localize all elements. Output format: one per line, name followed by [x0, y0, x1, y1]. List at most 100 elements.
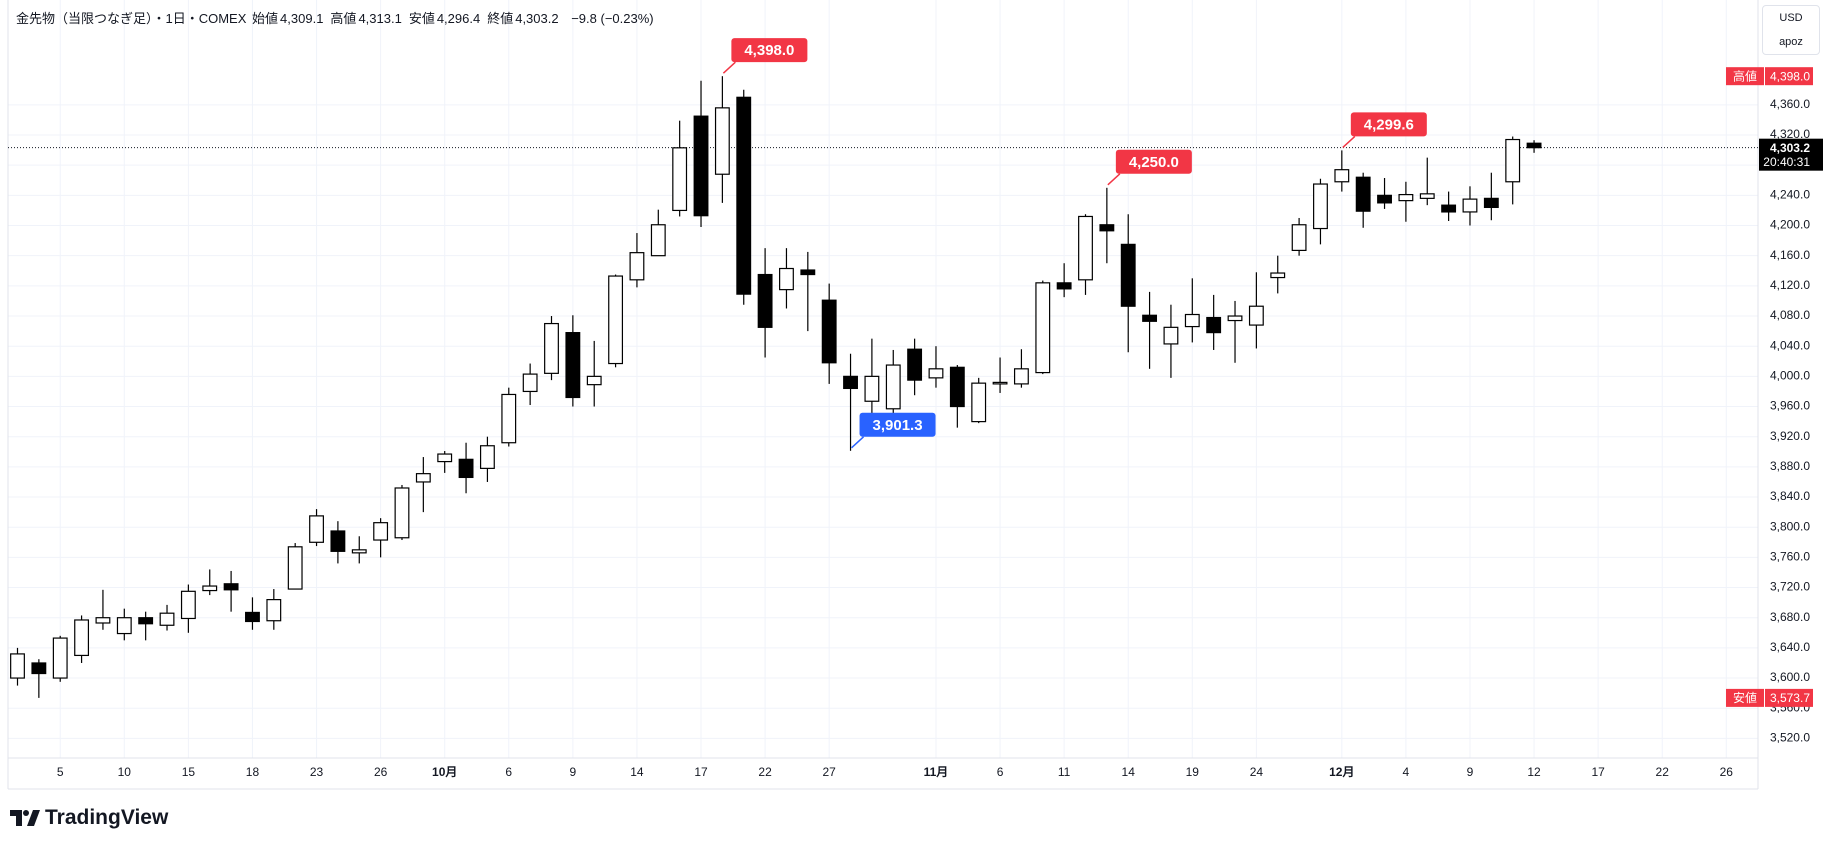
candle-body-up [672, 147, 688, 212]
currency[interactable]: USD [1779, 12, 1803, 24]
candle-body-down [1441, 204, 1457, 213]
callout-label: 4,250.0 [1129, 154, 1179, 171]
range-tag-value: 3,573.7 [1770, 691, 1810, 705]
x-tick-label: 27 [823, 765, 837, 779]
candle-body-up [202, 585, 218, 592]
y-tick-label: 4,160.0 [1770, 248, 1810, 262]
y-tick-label: 4,360.0 [1770, 97, 1810, 111]
x-tick-label: 9 [570, 765, 577, 779]
candle-body-up [1505, 138, 1521, 183]
y-tick-label: 4,120.0 [1770, 278, 1810, 292]
scale-box[interactable]: USD apoz [1762, 5, 1820, 55]
candle-body-up [1398, 193, 1414, 202]
candle-body-up [10, 653, 25, 679]
chart-header: 金先物（当限つなぎ足）・1日・COMEX 始値 4,309.1 高値 4,313.1 安… [16, 8, 656, 27]
callout-label: 4,299.6 [1364, 116, 1414, 133]
candle-body-up [351, 549, 367, 554]
x-tick-label: 9 [1467, 765, 1474, 779]
candle-body-up [864, 375, 880, 402]
x-tick-label: 6 [505, 765, 512, 779]
x-tick-label: 26 [374, 765, 388, 779]
y-tick-label: 3,760.0 [1770, 550, 1810, 564]
candle-body-up [928, 368, 944, 379]
candle-body-up [586, 375, 602, 386]
range-tag-label-box [1726, 67, 1764, 86]
candle-body-up [1270, 272, 1286, 279]
candle-body-up [629, 252, 645, 281]
y-tick-label: 4,240.0 [1770, 188, 1810, 202]
legend-label: 終値 [487, 11, 514, 26]
candle-body-up [522, 373, 538, 393]
change: −9.8 (−0.23%) [571, 11, 654, 26]
candle-body-up [1313, 183, 1328, 230]
candle-body-down [31, 662, 47, 675]
x-tick-label: 10 [118, 765, 132, 779]
callout-box [1350, 112, 1427, 137]
legend-value: 4,313.1 [358, 11, 402, 26]
candle-body-up [714, 107, 730, 175]
callout-pointer [1342, 135, 1356, 148]
x-tick-label: 14 [1122, 765, 1136, 779]
y-tick-label: 3,840.0 [1770, 489, 1810, 503]
range-tag-value-box [1765, 67, 1813, 86]
chart-title: 金先物（当限つなぎ足）・1日・COMEX [16, 11, 247, 26]
y-tick-label: 4,000.0 [1770, 369, 1810, 383]
candle-body-up [1013, 368, 1029, 385]
candle-body-up [779, 267, 794, 291]
candle-body-up [116, 617, 132, 635]
candle-body-up [1227, 315, 1243, 322]
candle-body-down [800, 269, 816, 276]
candle-body-up [1035, 282, 1051, 374]
scale-mode[interactable]: apoz [1779, 36, 1803, 48]
candle-body-up [544, 322, 559, 374]
legend-label: 安値 [408, 11, 435, 26]
y-tick-label: 4,040.0 [1770, 338, 1810, 352]
candle-body-down [1056, 282, 1072, 290]
candle-body-up [1163, 326, 1179, 345]
y-tick-label: 4,080.0 [1770, 308, 1810, 322]
candle-body-down [821, 299, 837, 364]
last-price-tag [1759, 138, 1823, 171]
x-tick-label: 17 [1591, 765, 1605, 779]
y-tick-label: 3,880.0 [1770, 459, 1810, 473]
candle-body-down [1206, 316, 1222, 334]
x-tick-label: 5 [57, 765, 64, 779]
candle-body-down [223, 583, 239, 591]
candle-body-up [1078, 215, 1093, 281]
y-tick-label: 3,960.0 [1770, 399, 1810, 413]
callout-pointer [851, 436, 865, 449]
candle-body-up [180, 590, 196, 620]
candle-body-up [1291, 224, 1307, 252]
x-tick-label: 12 [1527, 765, 1541, 779]
candle-body-up [309, 515, 324, 543]
callout-box [1115, 149, 1192, 174]
callout-pointer [722, 61, 736, 74]
x-tick-label: 18 [246, 765, 260, 779]
x-tick-label: 19 [1186, 765, 1200, 779]
callout-pointer [1107, 173, 1121, 186]
legend-value: 4,296.4 [436, 11, 481, 26]
candle-body-down [138, 617, 154, 625]
candle-body-up [1334, 169, 1350, 183]
y-tick-label: 3,680.0 [1770, 610, 1810, 624]
candle-body-up [479, 445, 495, 469]
candle-body-up [394, 487, 410, 539]
range-tag-label-box [1726, 688, 1764, 707]
x-tick-label: 11 [1058, 765, 1071, 779]
x-tick-label: 11月 [924, 765, 949, 779]
candle-body-down [757, 273, 773, 328]
last-price-value: 4,303.2 [1770, 141, 1810, 155]
x-tick-label: 23 [310, 765, 324, 779]
candle-body-up [415, 473, 431, 483]
candle-body-up [1248, 305, 1264, 326]
candle-body-up [95, 617, 111, 624]
candle-body-down [330, 530, 346, 552]
legend-value: 4,309.1 [280, 11, 324, 26]
candle-body-down [949, 366, 965, 408]
x-tick-label: 4 [1403, 765, 1410, 779]
candle-body-up [1462, 198, 1478, 213]
candle-body-down [907, 348, 923, 381]
x-tick-label: 15 [182, 765, 196, 779]
candle-body-down [1526, 142, 1542, 149]
